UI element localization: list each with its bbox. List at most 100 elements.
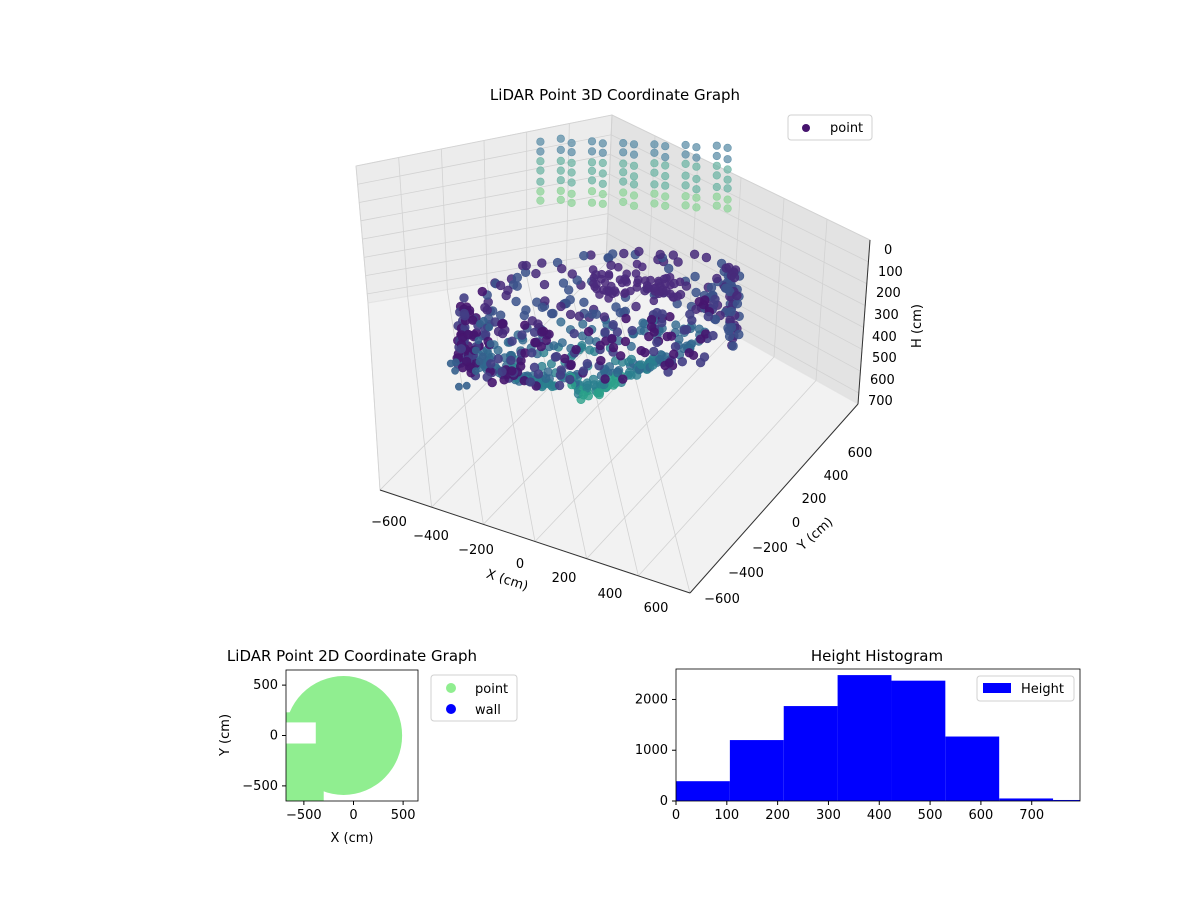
point-3d: [661, 142, 670, 151]
point-3d: [681, 150, 690, 159]
point-3d: [726, 306, 736, 317]
grid-line: [355, 114, 871, 241]
point-3d: [446, 359, 455, 368]
grid-line: [365, 232, 861, 372]
point-3d: [555, 370, 566, 380]
z3d-tick-label: 400: [872, 330, 897, 345]
point-3d: [551, 351, 562, 362]
hist-title: Height Histogram: [811, 647, 943, 665]
point-3d: [629, 191, 639, 200]
point-3d: [723, 165, 732, 174]
grid-line: [605, 262, 691, 594]
point-3d: [578, 366, 589, 376]
point-3d: [652, 337, 662, 348]
point-3d: [650, 168, 659, 177]
point-3d: [675, 277, 685, 287]
point-3d: [712, 171, 721, 180]
point-3d: [621, 313, 631, 324]
point-3d: [681, 171, 690, 180]
point-3d: [536, 177, 545, 186]
x3d-tick-label: −400: [413, 529, 449, 544]
point-3d: [499, 375, 509, 385]
hist-x-tick-label: 200: [765, 808, 790, 823]
point-3d: [600, 327, 610, 337]
point-3d: [556, 195, 565, 204]
point-3d: [521, 305, 531, 315]
point-3d: [681, 201, 690, 210]
point-3d: [493, 345, 503, 355]
point-3d: [471, 367, 480, 375]
hist-y-tick-label: 1000: [635, 743, 668, 758]
point-3d: [681, 181, 690, 190]
point-3d: [486, 339, 495, 348]
hist-x-tick-label: 100: [714, 808, 739, 823]
point-3d: [525, 377, 536, 387]
point-3d: [546, 359, 556, 369]
point-3d: [565, 309, 576, 320]
point-3d: [633, 275, 643, 285]
point-3d: [556, 264, 567, 274]
x3d-tick-label: −600: [371, 515, 407, 530]
point-3d: [691, 287, 701, 298]
grid-line: [773, 198, 785, 358]
legend-3d: point: [787, 114, 873, 141]
hist-x-tick-label: 700: [1019, 808, 1044, 823]
point-3d: [587, 166, 597, 175]
point-3d: [503, 285, 513, 295]
point-3d: [533, 369, 544, 379]
point-3d: [662, 331, 672, 342]
point-3d: [661, 181, 670, 190]
hist-bar: [945, 736, 1000, 801]
grid-line: [446, 289, 484, 525]
point-3d: [723, 204, 732, 213]
hist-bar: [999, 798, 1054, 801]
point-3d: [539, 279, 550, 290]
point-3d: [527, 316, 537, 326]
point-3d: [689, 249, 700, 260]
point-3d: [668, 349, 679, 359]
x3d-tick-label: −200: [458, 543, 494, 558]
point-3d: [556, 166, 565, 175]
point-3d: [507, 336, 517, 346]
point-3d: [607, 334, 617, 344]
point-3d: [659, 274, 669, 284]
grid-line: [605, 114, 613, 264]
point-3d: [650, 140, 659, 149]
legend-2d-label-point: point: [475, 682, 508, 697]
point-3d: [536, 187, 545, 196]
point-3d: [724, 262, 734, 273]
point-3d: [692, 162, 701, 171]
point-3d: [646, 314, 657, 325]
point-3d: [459, 308, 469, 319]
x3d-axis-line: [379, 489, 691, 594]
point-3d: [619, 188, 628, 197]
y2d-tick-label: −500: [242, 779, 278, 794]
point-3d: [567, 178, 576, 187]
plot-histogram: Height Histogram 0 100 200 300 400 500 600 7000…: [635, 647, 1081, 823]
point-3d: [626, 354, 636, 364]
point-3d: [459, 293, 469, 303]
point-3d: [598, 179, 607, 188]
point-3d: [479, 316, 488, 325]
point-3d: [471, 346, 480, 355]
point-3d: [567, 269, 577, 279]
point-3d: [629, 150, 639, 159]
point-3d: [712, 141, 721, 150]
point-3d: [536, 196, 545, 205]
scatter-2d-notch: [286, 722, 316, 744]
point-3d: [687, 315, 697, 325]
point-3d: [613, 262, 623, 272]
point-3d: [638, 318, 648, 328]
point-3d: [632, 259, 642, 269]
point-3d: [567, 168, 576, 177]
point-3d: [619, 197, 628, 207]
point-3d: [588, 265, 598, 274]
point-3d: [677, 357, 687, 367]
point-3d: [681, 192, 690, 201]
x3d-tick-label: 400: [598, 587, 623, 602]
z3d-axis-line: [857, 239, 871, 405]
point-3d: [626, 341, 636, 351]
point-3d: [531, 268, 541, 279]
point-3d: [712, 151, 721, 161]
hist-bar: [1053, 799, 1080, 801]
